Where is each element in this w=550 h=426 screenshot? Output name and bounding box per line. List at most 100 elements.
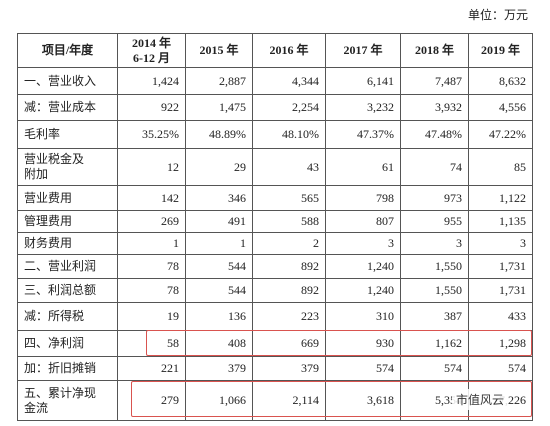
- cell: 48.89%: [185, 120, 253, 149]
- table-row: 管理费用 269 491 588 807 955 1,135: [17, 210, 533, 233]
- table-row: 减：营业成本 922 1,475 2,254 3,232 3,932 4,556: [17, 94, 533, 121]
- cell: 61: [325, 148, 401, 186]
- cell: 588: [252, 210, 326, 233]
- cell: 892: [252, 254, 326, 279]
- cell: 78: [117, 278, 186, 303]
- row-label: 减：所得税: [17, 302, 118, 331]
- cell: 544: [185, 278, 253, 303]
- cell: 1: [185, 232, 253, 255]
- cell: 1,122: [468, 185, 533, 211]
- cell: 74: [400, 148, 469, 186]
- table-row: 财务费用 1 1 2 3 3 3: [17, 232, 533, 255]
- cell: 669: [252, 330, 326, 357]
- cell: 223: [252, 302, 326, 331]
- table-body: 一、营业收入 1,424 2,887 4,344 6,141 7,487 8,632 减：营业…: [17, 67, 533, 421]
- cell: 29: [185, 148, 253, 186]
- cell: 491: [185, 210, 253, 233]
- cell: 955: [400, 210, 469, 233]
- cell: 1,135: [468, 210, 533, 233]
- cell: 3: [468, 232, 533, 255]
- cell: 1,298: [468, 330, 533, 357]
- cell: 47.22%: [468, 120, 533, 149]
- table-row: 营业税金及 附加 12 29 43 61 74 85: [17, 148, 533, 186]
- cell: 798: [325, 185, 401, 211]
- cell: 379: [185, 356, 253, 381]
- cell: 7,487: [400, 67, 469, 95]
- cell: 279: [117, 380, 186, 421]
- cell: 85: [468, 148, 533, 186]
- cell: 1,475: [185, 94, 253, 121]
- cell: 387: [400, 302, 469, 331]
- row-label: 减：营业成本: [17, 94, 118, 121]
- cell: 892: [252, 278, 326, 303]
- header-cell: 2018 年: [400, 33, 469, 68]
- cell: 6,141: [325, 67, 401, 95]
- table-row: 营业费用 142 346 565 798 973 1,122: [17, 185, 533, 211]
- cell: 3,932: [400, 94, 469, 121]
- cell: 379: [252, 356, 326, 381]
- header-cell: 2019 年: [468, 33, 533, 68]
- row-label: 一、营业收入: [17, 67, 118, 95]
- row-label: 三、利润总额: [17, 278, 118, 303]
- header-cell: 2016 年: [252, 33, 326, 68]
- row-label: 营业费用: [17, 185, 118, 211]
- cell: 973: [400, 185, 469, 211]
- cell: 12: [117, 148, 186, 186]
- cell: 3,232: [325, 94, 401, 121]
- cell: 269: [117, 210, 186, 233]
- cell: 930: [325, 330, 401, 357]
- header-row: 项目/年度 2014 年 6-12 月 2015 年 2016 年 2017 年 2018…: [17, 33, 533, 68]
- row-label: 四、净利润: [17, 330, 118, 357]
- cell: 221: [117, 356, 186, 381]
- cell: 136: [185, 302, 253, 331]
- cell: 2,887: [185, 67, 253, 95]
- cell: 1,162: [400, 330, 469, 357]
- table-row: 一、营业收入 1,424 2,887 4,344 6,141 7,487 8,632: [17, 67, 533, 95]
- cell: 565: [252, 185, 326, 211]
- cell: 2: [252, 232, 326, 255]
- cell: 574: [400, 356, 469, 381]
- cell: 3: [400, 232, 469, 255]
- cell: 19: [117, 302, 186, 331]
- unit-label: 单位：万元: [467, 8, 528, 22]
- cell: 1,550: [400, 278, 469, 303]
- cell: 43: [252, 148, 326, 186]
- cell: 346: [185, 185, 253, 211]
- table-row: 减：所得税 19 136 223 310 387 433: [17, 302, 533, 331]
- cell: 433: [468, 302, 533, 331]
- row-label: 五、累计净现 金流: [17, 380, 118, 421]
- cell: 2,254: [252, 94, 326, 121]
- cell: 3,618: [325, 380, 401, 421]
- cell: 408: [185, 330, 253, 357]
- row-label: 管理费用: [17, 210, 118, 233]
- cell: 2,114: [252, 380, 326, 421]
- header-cell: 2017 年: [325, 33, 401, 68]
- cell: 922: [117, 94, 186, 121]
- cell: 35.25%: [117, 120, 186, 149]
- cell: 78: [117, 254, 186, 279]
- header-cell: 项目/年度: [17, 33, 118, 68]
- cell: 8,632: [468, 67, 533, 95]
- cell: 47.48%: [400, 120, 469, 149]
- table-row: 四、净利润 58 408 669 930 1,162 1,298: [17, 330, 533, 357]
- table-row: 加：折旧摊销 221 379 379 574 574 574: [17, 356, 533, 381]
- cell: 574: [468, 356, 533, 381]
- cell: 48.10%: [252, 120, 326, 149]
- cell: 142: [117, 185, 186, 211]
- table-row: 五、累计净现 金流 279 1,066 2,114 3,618 5,354 7,226: [17, 380, 533, 421]
- cell: 574: [325, 356, 401, 381]
- watermark: 市值风云: [452, 389, 509, 410]
- cell: 58: [117, 330, 186, 357]
- cell: 1,550: [400, 254, 469, 279]
- cell: 807: [325, 210, 401, 233]
- table-row: 毛利率 35.25% 48.89% 48.10% 47.37% 47.48% 47.22%: [17, 120, 533, 149]
- cell: 1,424: [117, 67, 186, 95]
- row-label: 毛利率: [17, 120, 118, 149]
- row-label: 营业税金及 附加: [17, 148, 118, 186]
- cell: 47.37%: [325, 120, 401, 149]
- cell: 3: [325, 232, 401, 255]
- cell: 310: [325, 302, 401, 331]
- cell: 544: [185, 254, 253, 279]
- cell: 1,731: [468, 254, 533, 279]
